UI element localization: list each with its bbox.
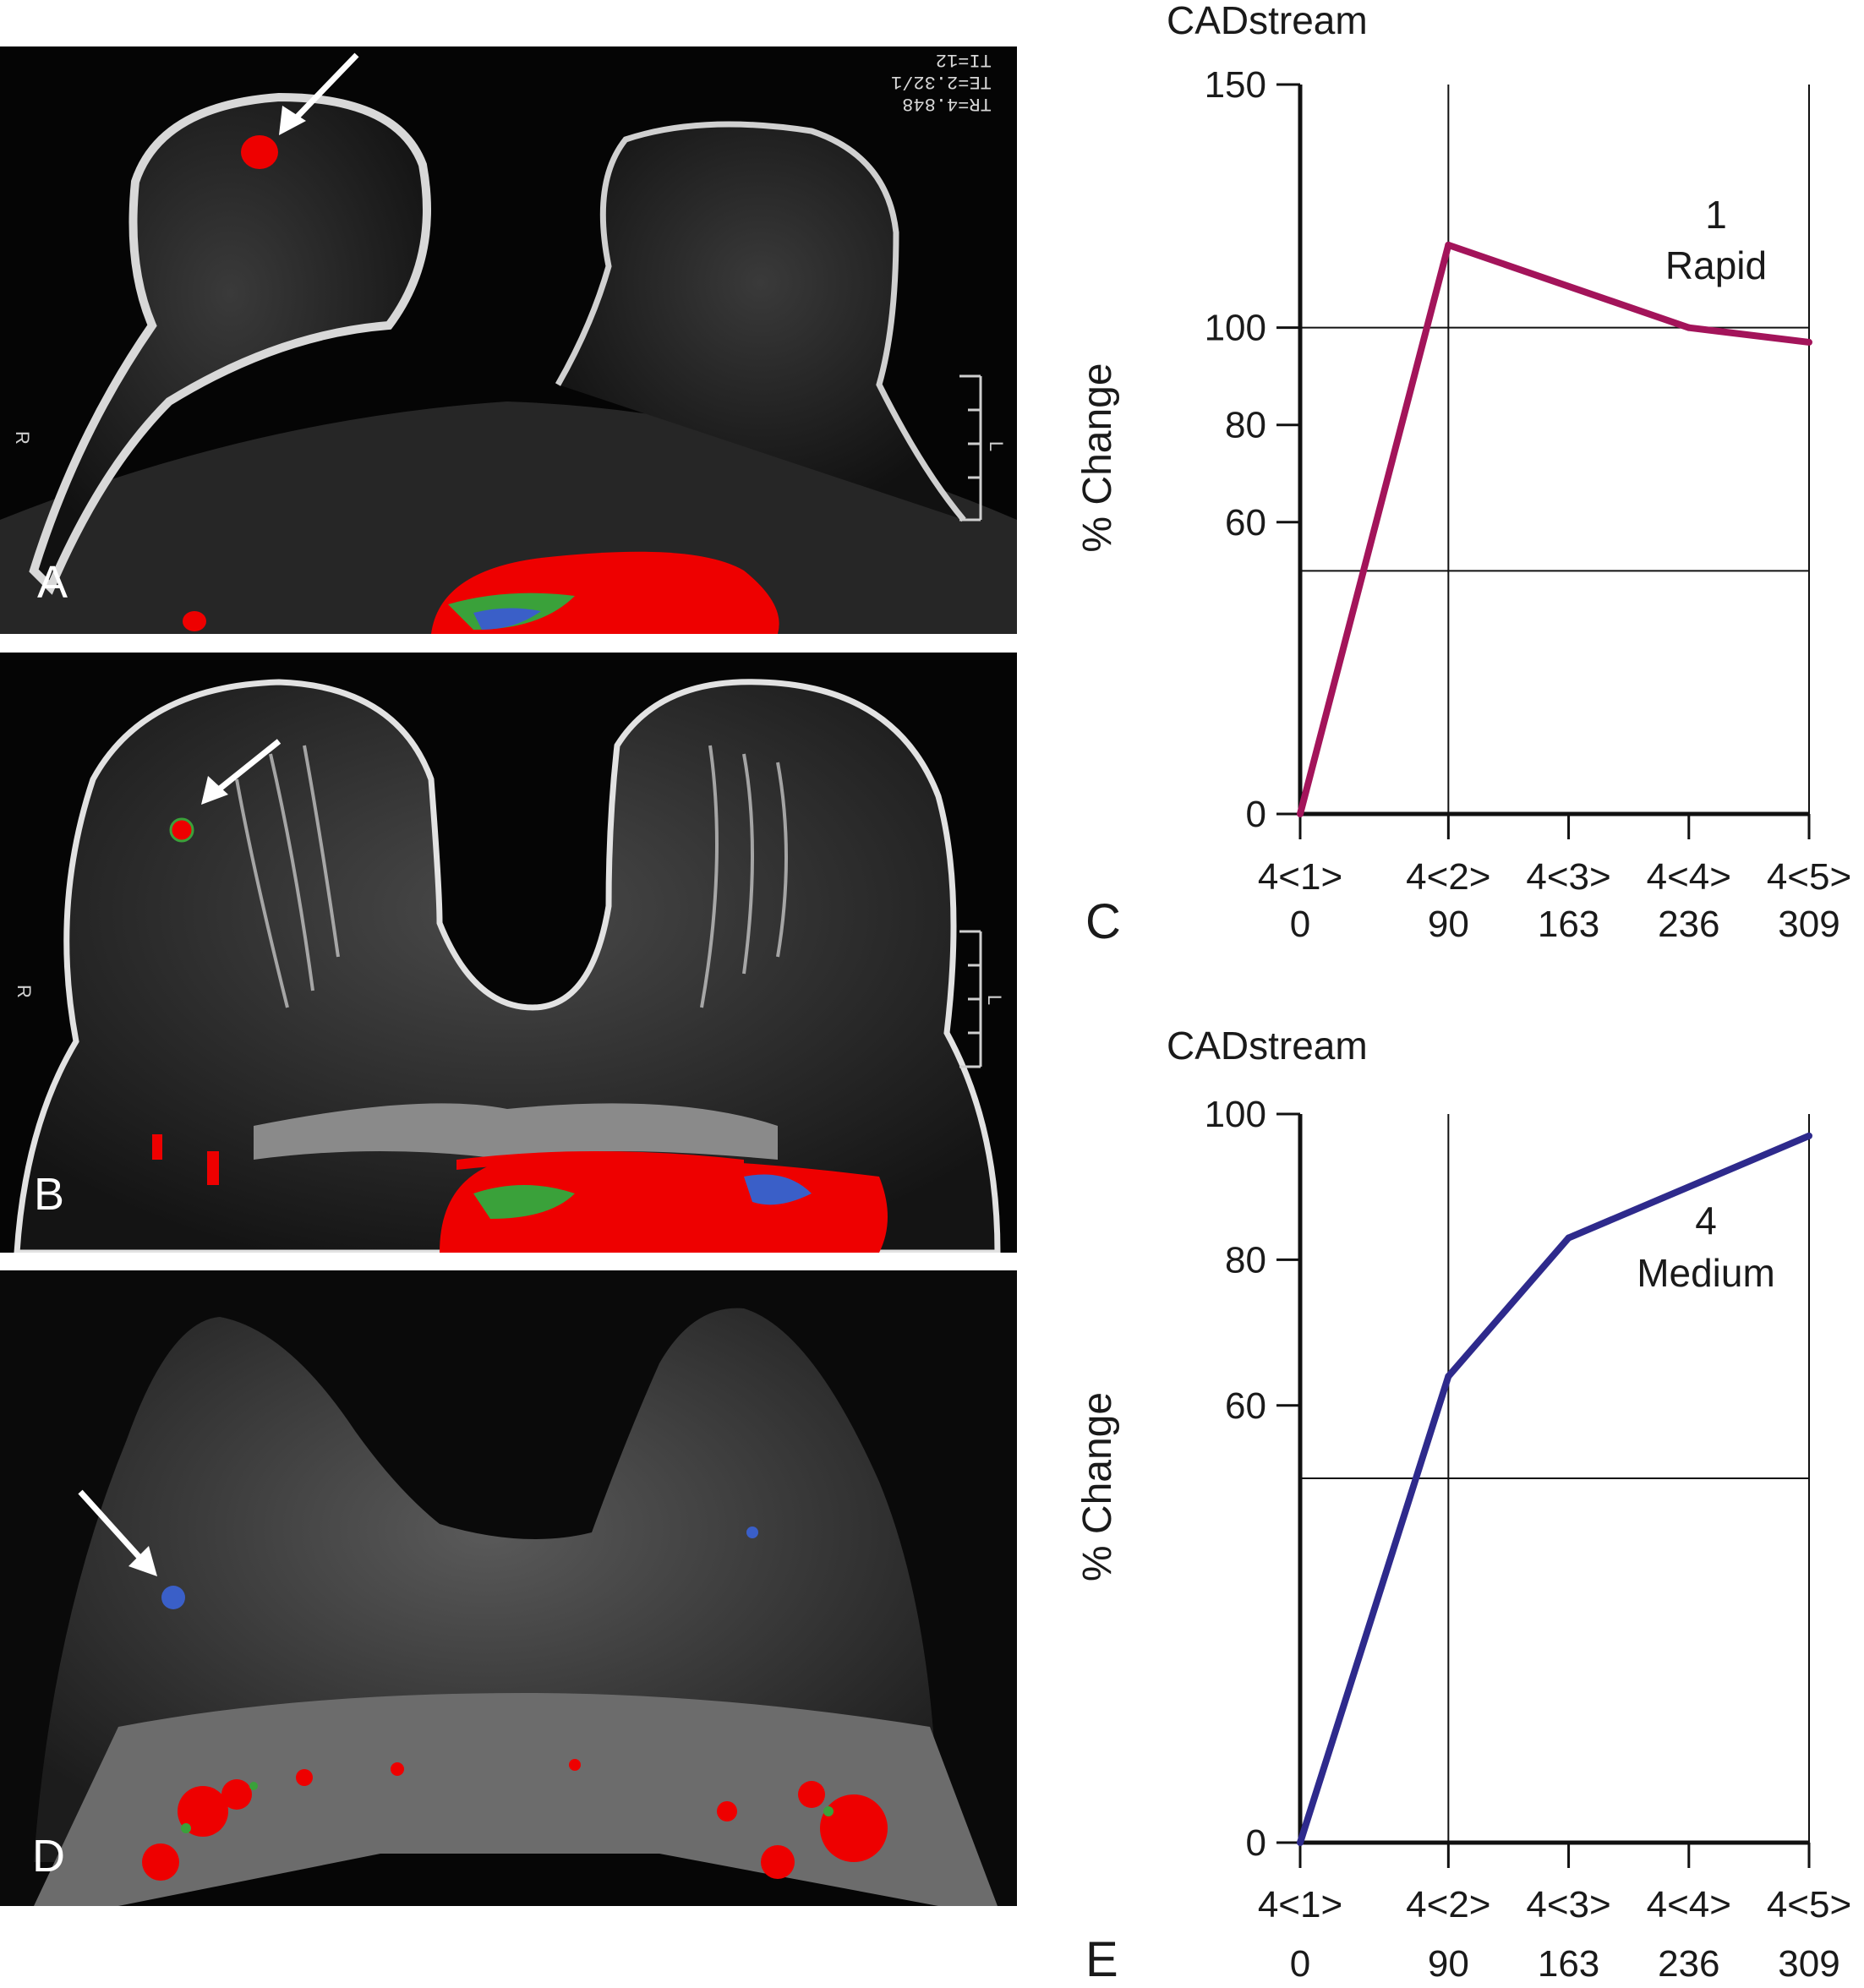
orientation-right-tag: R	[11, 431, 33, 445]
chart-c-series-point	[1297, 811, 1304, 817]
chart-c-x-value-label: 0	[1290, 904, 1310, 945]
chart-c-x-category-label: 4<1>	[1258, 856, 1342, 898]
lesion-d	[161, 1586, 185, 1609]
mri-panel-d-image	[0, 1270, 1017, 1906]
chart-e-y-tick-label: 60	[1225, 1385, 1266, 1427]
orientation-right-tag: R	[13, 985, 35, 998]
chart-e-series-point	[1297, 1839, 1304, 1846]
scan-parameters: TR=4.848 TE=2.32/1 TI=12	[891, 49, 992, 114]
chart-e-y-tick-label: 80	[1225, 1239, 1266, 1281]
panel-label-a: A	[37, 557, 68, 608]
chart-c-y-tick-label: 0	[1246, 794, 1266, 835]
chart-e-series-point	[1565, 1234, 1572, 1242]
chart-c-x-value-label: 163	[1538, 904, 1599, 945]
chart-e-x-value-label: 90	[1428, 1943, 1469, 1984]
chart-e-x-value-label: 309	[1778, 1943, 1839, 1984]
chart-c-x-value-label: 236	[1658, 904, 1719, 945]
panel-label-b: B	[34, 1169, 65, 1220]
orientation-left-tag: L	[986, 440, 1008, 452]
chart-c-series-point	[1806, 338, 1812, 346]
chart-e-y-axis-label: % Change	[1075, 1392, 1120, 1581]
chart-c-x-category-label: 4<3>	[1526, 856, 1610, 898]
chart-c-title: CADstream	[1167, 0, 1368, 42]
chart-c-series-line	[1297, 241, 1810, 816]
mri-panel-d: D	[0, 1270, 1017, 1906]
chart-e-curve-number: 4	[1695, 1199, 1717, 1242]
chart-e-x-category-label: 4<2>	[1406, 1884, 1490, 1925]
mri-panel-a: TR=4.848 TE=2.32/1 TI=12 R L A	[0, 46, 1017, 634]
orientation-left-tag: L	[984, 994, 1006, 1006]
arrow-icon	[279, 52, 359, 135]
chart-e-x-value-label: 0	[1290, 1943, 1310, 1984]
kinetic-curve-charts: CADstream% Change060801001504<1>04<2>904…	[1075, 0, 1851, 1987]
chart-c-series-point	[1445, 241, 1452, 248]
chart-c-y-axis-label: % Change	[1075, 363, 1120, 552]
mri-panel-a-image	[0, 52, 1017, 634]
chart-c-curve-type-label: Rapid	[1665, 243, 1767, 287]
chart-e-x-category-label: 4<5>	[1767, 1884, 1851, 1925]
chart-c-y-tick-label: 60	[1225, 502, 1266, 543]
chart-e-x-category-label: 4<4>	[1647, 1884, 1731, 1925]
chart-c-panel-letter: C	[1085, 894, 1121, 949]
chart-e-y-tick-label: 0	[1246, 1822, 1266, 1864]
enhancement-curves: CADstream% Change 0 60 80 100 150 4<1> 0 4<2> 90 4…	[1065, 0, 1864, 1987]
chart-c-series-point	[1685, 324, 1692, 331]
chart-c-curve-number: 1	[1705, 193, 1727, 237]
chart-c-x-category-label: 4<2>	[1406, 856, 1490, 898]
lesion-a	[241, 135, 278, 169]
arrow-icon	[201, 739, 282, 805]
chart-c-x-value-label: 309	[1778, 904, 1839, 945]
chart-e-y-tick-label: 100	[1205, 1094, 1266, 1135]
chart-c-x-category-label: 4<4>	[1647, 856, 1731, 898]
chart-e-curve-type-label: Medium	[1637, 1251, 1775, 1295]
chart-e-series-point	[1445, 1373, 1452, 1380]
chart-e-series-point	[1806, 1132, 1812, 1139]
chart-c-x-category-label: 4<5>	[1767, 856, 1851, 898]
panel-label-d: D	[32, 1831, 65, 1882]
chart-c-y-tick-label: 150	[1205, 64, 1266, 106]
mri-panel-b: R L B	[0, 653, 1017, 1253]
chart-e-x-category-label: 4<3>	[1526, 1884, 1610, 1925]
lesion-b	[169, 817, 194, 843]
chart-e-panel-letter: E	[1085, 1932, 1118, 1984]
arrow-icon	[78, 1489, 157, 1576]
chart-e-x-category-label: 4<1>	[1258, 1884, 1342, 1925]
chart-e-x-value-label: 163	[1538, 1943, 1599, 1984]
chart-e-series-line	[1297, 1133, 1811, 1844]
chart-c-x-value-label: 90	[1428, 904, 1469, 945]
chart-c-y-tick-label: 80	[1225, 405, 1266, 446]
chart-e-x-value-label: 236	[1658, 1943, 1719, 1984]
chart-c-y-tick-label: 100	[1205, 308, 1266, 349]
mri-panel-b-image	[14, 679, 1001, 1253]
chart-e-title: CADstream	[1167, 1024, 1368, 1068]
